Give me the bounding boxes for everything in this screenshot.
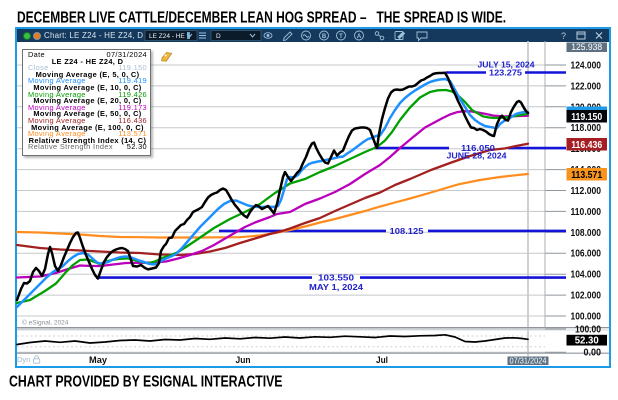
svg-text:110.000: 110.000 (571, 206, 602, 218)
svg-text:?: ? (561, 31, 566, 41)
svg-text:Dyn: Dyn (17, 355, 30, 364)
svg-text:MAY 1, 2024: MAY 1, 2024 (309, 282, 363, 292)
svg-text:07/31/2024: 07/31/2024 (510, 356, 547, 366)
svg-text:113.571: 113.571 (571, 169, 602, 181)
svg-text:104.000: 104.000 (571, 269, 602, 281)
svg-text:JUNE 28, 2024: JUNE 28, 2024 (447, 150, 507, 160)
svg-text:106.000: 106.000 (571, 248, 602, 260)
svg-text:LE Z24 - HE: LE Z24 - HE (149, 33, 185, 40)
svg-text:102.000: 102.000 (571, 290, 602, 302)
svg-text:119.150: 119.150 (571, 111, 602, 123)
svg-text:116.050: 116.050 (461, 143, 495, 153)
svg-text:123.275: 123.275 (489, 68, 522, 78)
svg-text:52.30: 52.30 (575, 335, 599, 347)
svg-text:108.000: 108.000 (571, 227, 602, 239)
svg-text:100.00: 100.00 (575, 324, 601, 336)
svg-text:122.000: 122.000 (571, 80, 602, 92)
svg-text:112.000: 112.000 (571, 185, 602, 197)
svg-text:118.000: 118.000 (571, 122, 602, 134)
svg-text:T: T (339, 34, 343, 40)
svg-text:A: A (357, 34, 362, 40)
svg-text:May: May (89, 355, 108, 366)
svg-text:JULY 15, 2024: JULY 15, 2024 (478, 60, 535, 70)
svg-text:108.125: 108.125 (390, 226, 424, 236)
svg-text:116.436: 116.436 (571, 139, 602, 151)
svg-text:B: B (322, 34, 327, 40)
svg-text:D: D (216, 33, 221, 40)
svg-text:124.000: 124.000 (571, 60, 602, 72)
svg-text:Jul: Jul (376, 355, 388, 366)
svg-text:125.938: 125.938 (571, 42, 602, 52)
svg-text:© eSignal, 2024: © eSignal, 2024 (22, 319, 69, 327)
svg-text:100.000: 100.000 (571, 310, 602, 322)
svg-text:0.00: 0.00 (584, 347, 602, 359)
svg-text:Jun: Jun (236, 355, 251, 366)
svg-text:103.550: 103.550 (318, 273, 354, 283)
